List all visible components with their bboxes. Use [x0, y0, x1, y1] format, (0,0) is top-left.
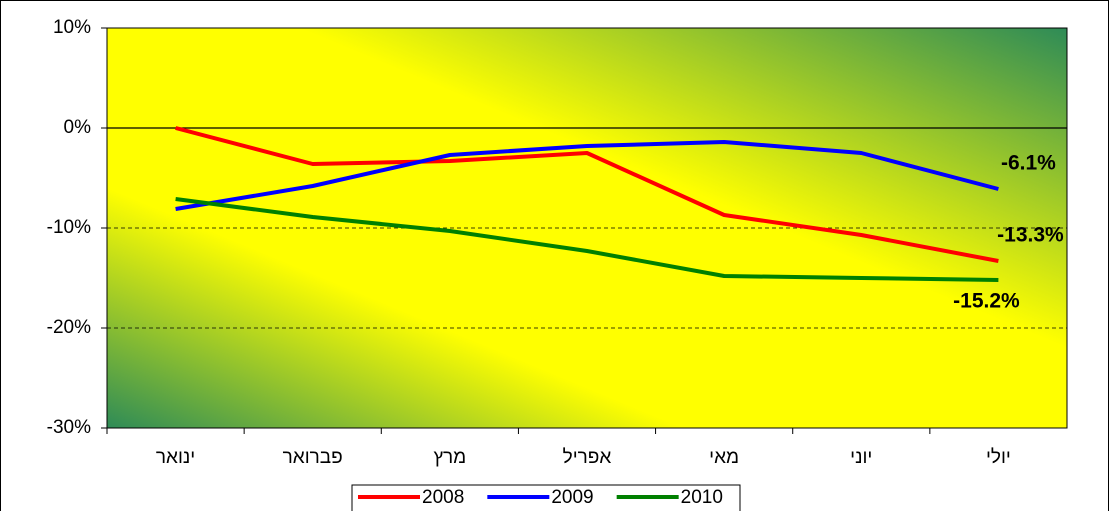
data-label: -15.2% — [953, 290, 1020, 313]
y-tick-label: 10% — [53, 17, 91, 38]
plot-border — [106, 27, 1068, 429]
x-tick-label: אפריל — [563, 447, 612, 468]
legend-label: 2008 — [422, 487, 464, 508]
series-line — [175, 197, 999, 282]
x-tick-label: יוני — [850, 447, 872, 468]
y-tick-label: -10% — [47, 217, 91, 238]
x-tick-label: ינואר — [156, 447, 195, 468]
y-tick-label: -20% — [47, 317, 91, 338]
data-label: -13.3% — [997, 224, 1064, 247]
x-tick-label: מרץ — [433, 447, 466, 468]
legend-label: 2010 — [681, 487, 723, 508]
x-tick-label: מאי — [709, 447, 739, 468]
x-tick-label: פברואר — [283, 447, 343, 468]
y-tick-label: 0% — [64, 117, 92, 138]
series-line — [175, 140, 999, 211]
data-label: -6.1% — [1001, 152, 1056, 175]
series-line — [175, 126, 999, 263]
x-tick-label: יולי — [986, 447, 1011, 468]
y-tick-label: -30% — [47, 417, 91, 438]
legend-label: 2009 — [551, 487, 593, 508]
